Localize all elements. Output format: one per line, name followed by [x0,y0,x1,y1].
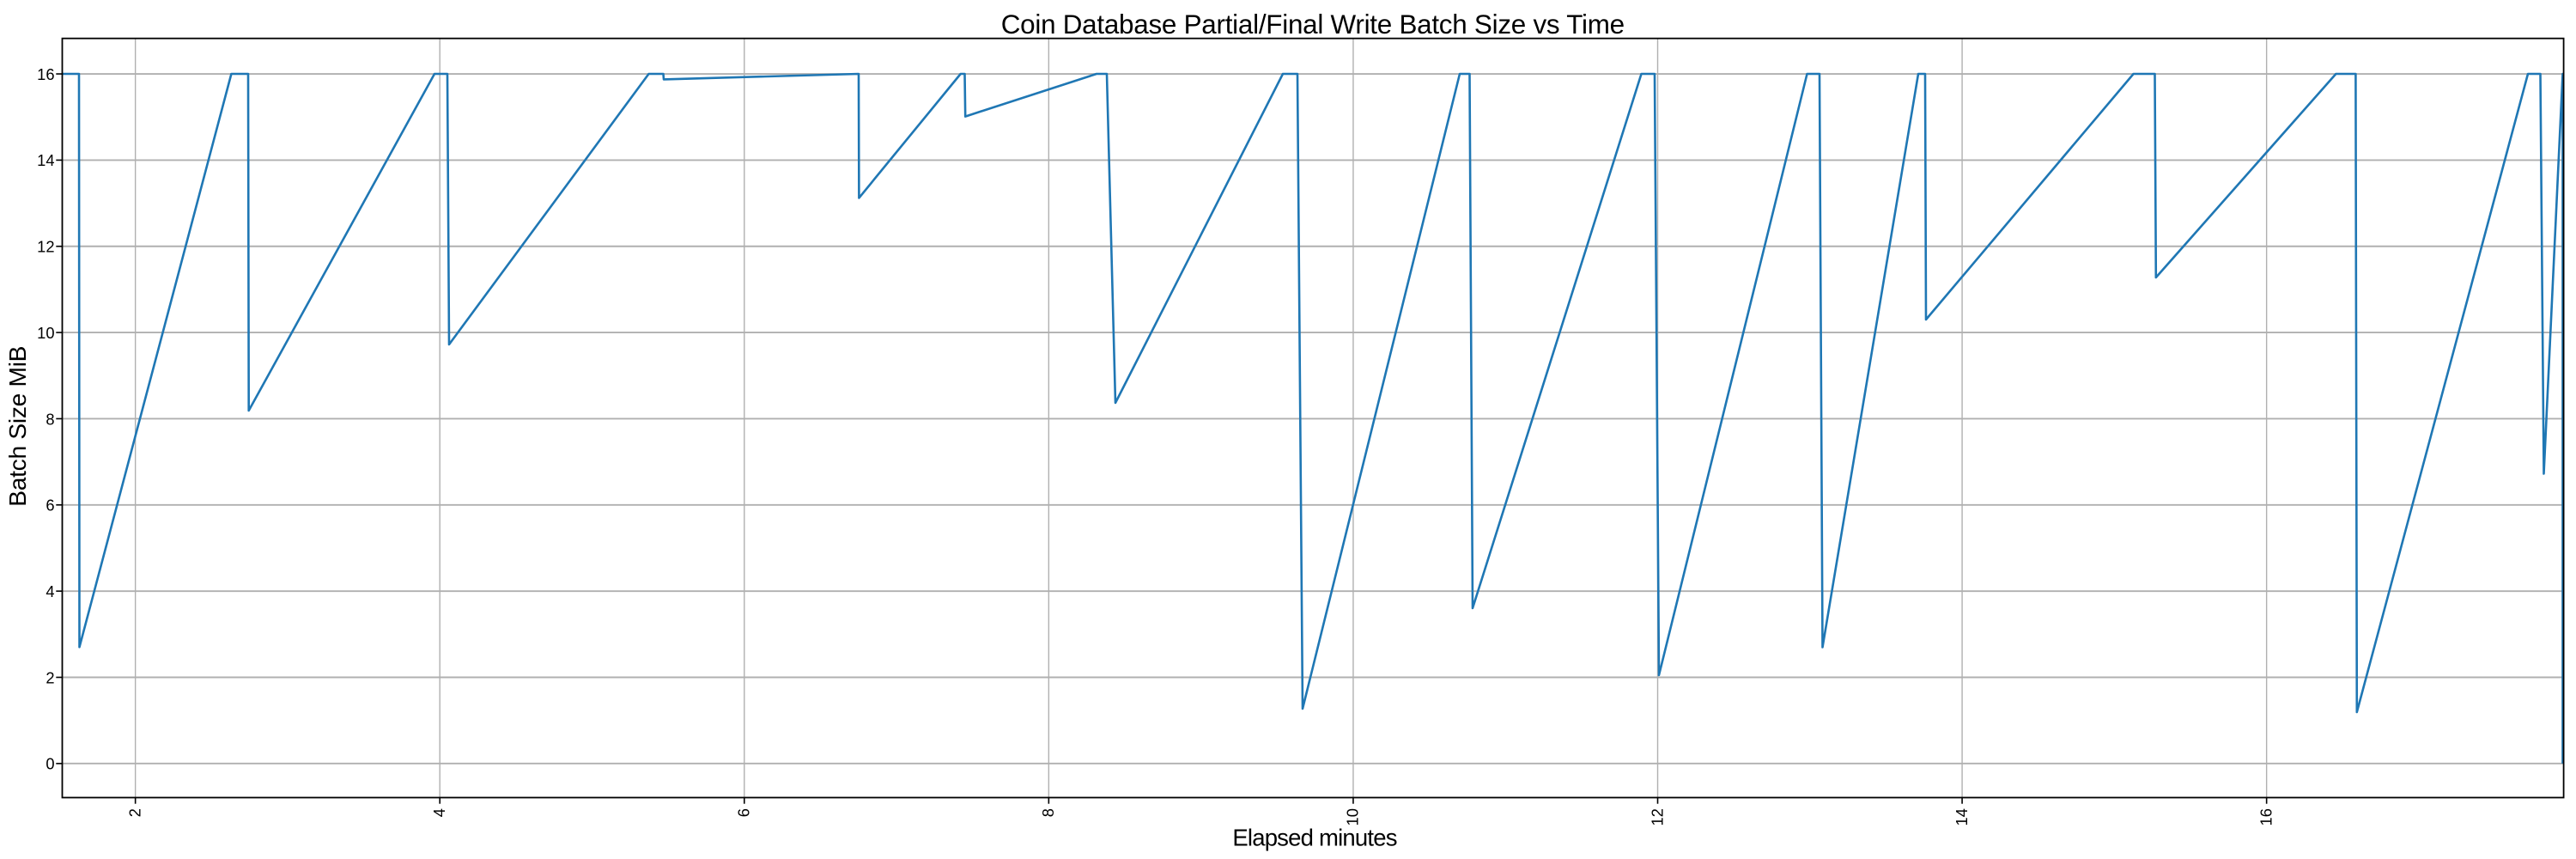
svg-text:16: 16 [37,65,54,83]
svg-text:12: 12 [37,238,54,256]
svg-text:8: 8 [1039,808,1057,817]
svg-text:6: 6 [735,808,753,817]
svg-text:8: 8 [46,410,54,428]
svg-text:2: 2 [125,808,143,817]
svg-text:4: 4 [46,582,54,600]
svg-text:14: 14 [37,151,54,169]
svg-text:4: 4 [430,808,448,817]
svg-text:2: 2 [46,668,54,686]
svg-text:Coin Database Partial/Final Wr: Coin Database Partial/Final Write Batch … [1001,9,1625,40]
svg-text:0: 0 [46,755,54,773]
svg-text:Batch Size MiB: Batch Size MiB [3,346,31,507]
svg-text:Elapsed minutes: Elapsed minutes [1232,825,1396,851]
svg-text:14: 14 [1953,808,1971,825]
svg-text:12: 12 [1648,808,1666,825]
svg-text:6: 6 [46,497,54,515]
svg-text:10: 10 [1344,808,1362,825]
svg-text:10: 10 [37,324,54,342]
svg-text:16: 16 [2257,808,2275,825]
